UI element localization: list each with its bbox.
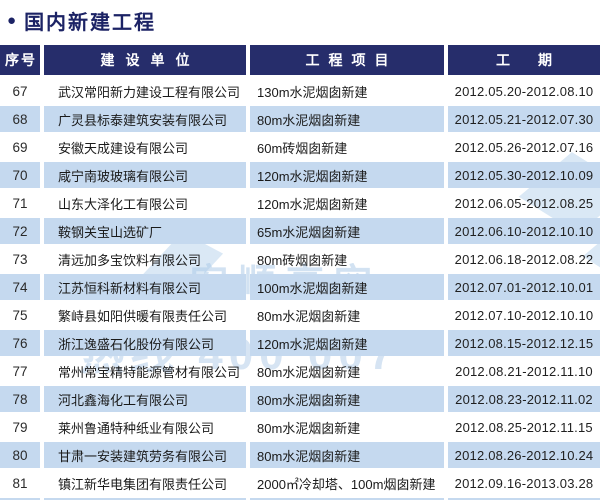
cell-no: 73 <box>12 251 28 267</box>
cell-project: 120m水泥烟囱新建 <box>257 196 368 212</box>
cell-project: 80m砖烟囱新建 <box>257 252 348 268</box>
cell-company: 莱州鲁通特种纸业有限公司 <box>58 420 215 436</box>
cell-no: 77 <box>12 363 28 379</box>
cell-project: 80m水泥烟囱新建 <box>250 442 444 468</box>
cell-company: 镇江新华电集团有限责任公司 <box>58 476 228 492</box>
table-row: 71 山东大泽化工有限公司 120m水泥烟囱新建 2012.06.05-2012… <box>0 190 600 216</box>
cell-no: 68 <box>0 106 40 132</box>
cell-project: 80m水泥烟囱新建 <box>257 420 361 436</box>
cell-project: 65m水泥烟囱新建 <box>250 218 444 244</box>
cell-period: 2012.08.25-2012.11.15 <box>455 419 593 435</box>
cell-period: 2012.08.23-2012.11.02 <box>448 386 600 412</box>
table-row: 70 咸宁南玻玻璃有限公司 120m水泥烟囱新建 2012.05.30-2012… <box>0 162 600 188</box>
cell-no: 80 <box>0 442 40 468</box>
table-row: 77 常州常宝精特能源管材有限公司 80m水泥烟囱新建 2012.08.21-2… <box>0 358 600 384</box>
cell-project: 80m水泥烟囱新建 <box>250 106 444 132</box>
cell-period: 2012.09.16-2013.03.28 <box>454 475 594 491</box>
cell-no: 69 <box>12 139 28 155</box>
cell-period: 2012.06.10-2012.10.10 <box>448 218 600 244</box>
cell-project: 80m水泥烟囱新建 <box>250 386 444 412</box>
cell-company: 广灵县标泰建筑安装有限公司 <box>44 106 246 132</box>
cell-no: 81 <box>12 475 28 491</box>
cell-period: 2012.07.01-2012.10.01 <box>448 274 600 300</box>
cell-period: 2012.06.05-2012.08.25 <box>454 195 594 211</box>
cell-project: 120m水泥烟囱新建 <box>250 162 444 188</box>
column-header-company: 建设单位 <box>44 45 246 75</box>
column-header-period: 工期 <box>448 45 600 75</box>
cell-period: 2012.07.10-2012.10.10 <box>454 307 594 323</box>
cell-period: 2012.05.21-2012.07.30 <box>448 106 600 132</box>
cell-period: 2012.05.30-2012.10.09 <box>448 162 600 188</box>
table-row: 67 武汉常阳新力建设工程有限公司 130m水泥烟囱新建 2012.05.20-… <box>0 78 600 104</box>
cell-project: 80m水泥烟囱新建 <box>257 364 361 380</box>
table-row: 81 镇江新华电集团有限责任公司 2000㎡冷却塔、100m烟囱新建 2012.… <box>0 470 600 496</box>
column-header-project: 工程项目 <box>250 45 444 75</box>
cell-company: 繁峙县如阳供暖有限责任公司 <box>58 308 228 324</box>
cell-company: 常州常宝精特能源管材有限公司 <box>58 364 241 380</box>
cell-project: 60m砖烟囱新建 <box>257 140 348 156</box>
table-row: 72 鞍钢关宝山选矿厂 65m水泥烟囱新建 2012.06.10-2012.10… <box>0 218 600 244</box>
page-title: ● 国内新建工程 <box>7 6 156 35</box>
cell-project: 2000㎡冷却塔、100m烟囱新建 <box>257 476 436 492</box>
cell-company: 安徽天成建设有限公司 <box>58 140 189 156</box>
cell-no: 70 <box>0 162 40 188</box>
bullet-icon: ● <box>7 12 17 29</box>
table-header-row: 序号 建设单位 工程项目 工期 <box>0 45 600 75</box>
table-row: 75 繁峙县如阳供暖有限责任公司 80m水泥烟囱新建 2012.07.10-20… <box>0 302 600 328</box>
table-row: 78 河北鑫海化工有限公司 80m水泥烟囱新建 2012.08.23-2012.… <box>0 386 600 412</box>
column-header-no: 序号 <box>0 45 40 75</box>
cell-period: 2012.08.26-2012.10.24 <box>448 442 600 468</box>
cell-no: 74 <box>0 274 40 300</box>
cell-period: 2012.08.15-2012.12.15 <box>448 330 600 356</box>
cell-no: 71 <box>12 195 28 211</box>
projects-table: 序号 建设单位 工程项目 工期 67 武汉常阳新力建设工程有限公司 130m水泥… <box>0 45 600 500</box>
cell-no: 79 <box>12 419 28 435</box>
cell-company: 河北鑫海化工有限公司 <box>44 386 246 412</box>
cell-project: 120m水泥烟囱新建 <box>250 330 444 356</box>
cell-period: 2012.06.18-2012.08.22 <box>454 251 594 267</box>
cell-no: 78 <box>0 386 40 412</box>
cell-no: 72 <box>0 218 40 244</box>
cell-company: 山东大泽化工有限公司 <box>58 196 189 212</box>
table-row: 73 清远加多宝饮料有限公司 80m砖烟囱新建 2012.06.18-2012.… <box>0 246 600 272</box>
cell-period: 2012.05.20-2012.08.10 <box>454 83 594 99</box>
page-title-text: 国内新建工程 <box>24 12 157 34</box>
cell-company: 浙江逸盛石化股份有限公司 <box>44 330 246 356</box>
cell-company: 鞍钢关宝山选矿厂 <box>44 218 246 244</box>
cell-no: 67 <box>12 83 28 99</box>
cell-company: 甘肃一安装建筑劳务有限公司 <box>44 442 246 468</box>
table-row-partial <box>0 498 600 500</box>
table-row: 80 甘肃一安装建筑劳务有限公司 80m水泥烟囱新建 2012.08.26-20… <box>0 442 600 468</box>
cell-company: 咸宁南玻玻璃有限公司 <box>44 162 246 188</box>
cell-no: 76 <box>0 330 40 356</box>
cell-company: 江苏恒科新材料有限公司 <box>44 274 246 300</box>
cell-period: 2012.05.26-2012.07.16 <box>454 139 594 155</box>
table-row: 68 广灵县标泰建筑安装有限公司 80m水泥烟囱新建 2012.05.21-20… <box>0 106 600 132</box>
cell-project: 100m水泥烟囱新建 <box>250 274 444 300</box>
table-row: 69 安徽天成建设有限公司 60m砖烟囱新建 2012.05.26-2012.0… <box>0 134 600 160</box>
cell-period: 2012.08.21-2012.11.10 <box>455 363 593 379</box>
table-body: 67 武汉常阳新力建设工程有限公司 130m水泥烟囱新建 2012.05.20-… <box>0 78 600 496</box>
cell-no: 75 <box>12 307 28 323</box>
table-row: 79 莱州鲁通特种纸业有限公司 80m水泥烟囱新建 2012.08.25-201… <box>0 414 600 440</box>
cell-project: 130m水泥烟囱新建 <box>257 84 368 100</box>
table-row: 74 江苏恒科新材料有限公司 100m水泥烟囱新建 2012.07.01-201… <box>0 274 600 300</box>
table-row: 76 浙江逸盛石化股份有限公司 120m水泥烟囱新建 2012.08.15-20… <box>0 330 600 356</box>
cell-company: 武汉常阳新力建设工程有限公司 <box>58 84 241 100</box>
cell-company: 清远加多宝饮料有限公司 <box>58 252 202 268</box>
cell-project: 80m水泥烟囱新建 <box>257 308 361 324</box>
